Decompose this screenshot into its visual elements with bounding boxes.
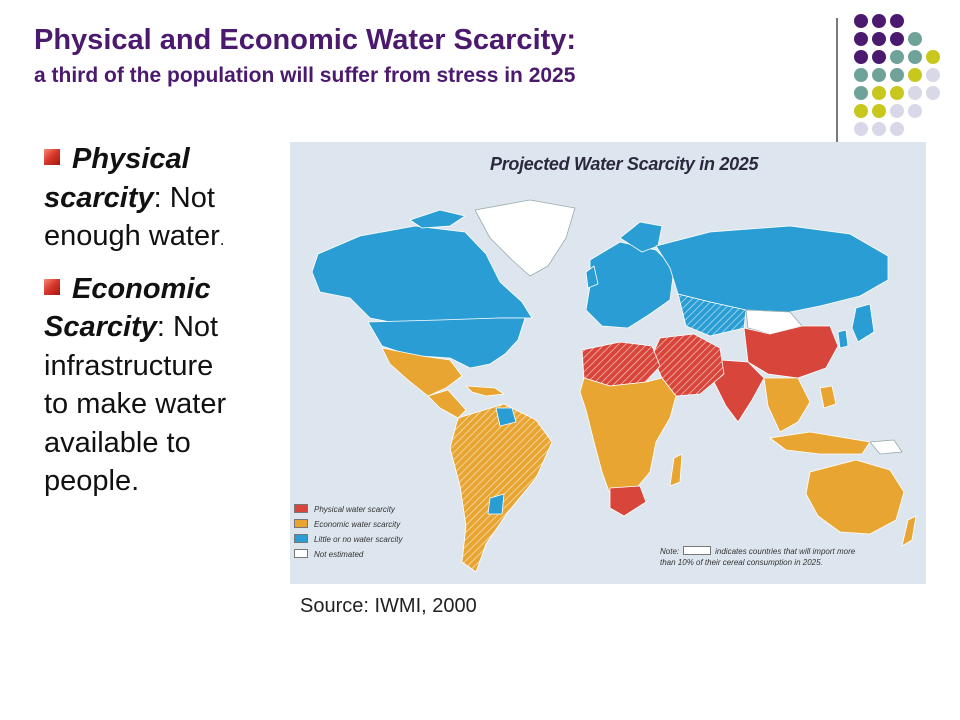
- legend-swatch: [294, 534, 308, 543]
- bullet-marker-icon: [44, 149, 60, 165]
- legend-item-physical: Physical water scarcity: [294, 504, 402, 519]
- legend-item-not-estimated: Not estimated: [294, 549, 402, 564]
- region-greenland: [474, 199, 576, 277]
- legend-swatch: [294, 504, 308, 513]
- region-japan: [851, 303, 875, 343]
- decorative-dot: [872, 50, 886, 64]
- bullet-term: Economic Scarcity: [44, 272, 211, 344]
- region-uk: [585, 265, 599, 289]
- decorative-dot: [908, 32, 922, 46]
- legend-item-little: Little or no water scarcity: [294, 534, 402, 549]
- region-caribbean: [465, 385, 505, 397]
- bullet-text: Not infrastructure to make water availab…: [44, 311, 227, 497]
- region-indonesia: [769, 431, 871, 455]
- region-new-guinea: [869, 439, 903, 455]
- decorative-dot: [872, 104, 886, 118]
- region-central-america: [427, 389, 467, 419]
- region-scandinavia: [619, 221, 663, 253]
- bullet-colon: :: [156, 311, 165, 343]
- region-new-zealand: [901, 515, 917, 547]
- decorative-dot: [854, 86, 868, 100]
- decorative-dot: [890, 32, 904, 46]
- bullet-colon: :: [153, 181, 162, 214]
- hatch-swatch-icon: [683, 546, 712, 555]
- decorative-dot: [926, 68, 940, 82]
- map-note: Note: indicates countries that will impor…: [660, 546, 855, 568]
- decorative-dot: [854, 122, 868, 136]
- source-citation: Source: IWMI, 2000: [300, 595, 477, 617]
- decorative-dot-grid: [854, 14, 940, 136]
- map-note-prefix: Note:: [660, 547, 680, 556]
- region-madagascar: [669, 453, 683, 487]
- slide-subtitle: a third of the population will suffer fr…: [34, 64, 576, 87]
- map-note-line1: Note: indicates countries that will impor…: [660, 546, 855, 557]
- map-note-line2: than 10% of their cereal consumption in …: [660, 558, 823, 567]
- decorative-dot: [890, 14, 904, 28]
- map-legend: Physical water scarcity Economic water s…: [294, 504, 402, 564]
- bullet-term: Physical scarcity: [44, 143, 190, 214]
- legend-swatch: [294, 519, 308, 528]
- region-mexico: [381, 347, 463, 397]
- decorative-dot: [926, 50, 940, 64]
- legend-swatch: [294, 549, 308, 558]
- decorative-dot: [908, 68, 922, 82]
- region-southern-africa: [609, 485, 647, 517]
- legend-label: Not estimated: [314, 550, 364, 559]
- decorative-dot: [872, 14, 886, 28]
- decorative-dot: [854, 50, 868, 64]
- decorative-dot: [908, 104, 922, 118]
- bullet-list: Physical scarcity: Not enough water. Eco…: [44, 140, 244, 511]
- decorative-dot: [854, 68, 868, 82]
- region-southeast-asia: [763, 377, 811, 433]
- decorative-dot: [854, 32, 868, 46]
- slide-title: Physical and Economic Water Scarcity:: [34, 24, 577, 56]
- decorative-dot: [890, 122, 904, 136]
- decorative-dot: [890, 50, 904, 64]
- legend-label: Economic water scarcity: [314, 520, 401, 529]
- decorative-dot: [854, 104, 868, 118]
- region-philippines: [819, 385, 837, 409]
- decorative-dot: [926, 86, 940, 100]
- decorative-dot: [890, 86, 904, 100]
- map-title: Projected Water Scarcity in 2025: [490, 154, 759, 174]
- legend-label: Physical water scarcity: [314, 505, 395, 514]
- decorative-dot: [890, 68, 904, 82]
- region-sub-saharan-africa: [579, 377, 677, 501]
- decorative-dot: [854, 14, 868, 28]
- decorative-dot: [908, 50, 922, 64]
- decorative-dot: [872, 32, 886, 46]
- bullet-physical: Physical scarcity: Not enough water.: [44, 140, 244, 260]
- water-scarcity-map: Projected Water Scarcity in 2025 Physica…: [290, 142, 926, 584]
- region-india: [713, 359, 765, 423]
- decorative-dot: [908, 86, 922, 100]
- decorative-dot: [890, 104, 904, 118]
- bullet-tail: .: [219, 230, 225, 249]
- world-map-graphic: [311, 199, 917, 573]
- bullet-economic: Economic Scarcity: Not infrastructure to…: [44, 270, 244, 501]
- decorative-dot: [872, 68, 886, 82]
- region-guianas: [495, 407, 517, 427]
- bullet-marker-icon: [44, 278, 60, 295]
- legend-label: Little or no water scarcity: [314, 535, 403, 544]
- region-europe: [585, 241, 675, 329]
- region-korea: [837, 329, 849, 349]
- map-note-text1: indicates countries that will import mor…: [715, 547, 856, 556]
- decorative-dot: [872, 86, 886, 100]
- decorative-divider: [836, 18, 838, 144]
- decorative-dot: [872, 122, 886, 136]
- region-australia: [805, 459, 905, 535]
- region-arctic-islands: [409, 209, 466, 229]
- region-uruguay: [487, 493, 505, 515]
- bullet-text: Not enough water: [44, 181, 220, 253]
- region-china: [743, 325, 839, 379]
- legend-item-economic: Economic water scarcity: [294, 519, 402, 534]
